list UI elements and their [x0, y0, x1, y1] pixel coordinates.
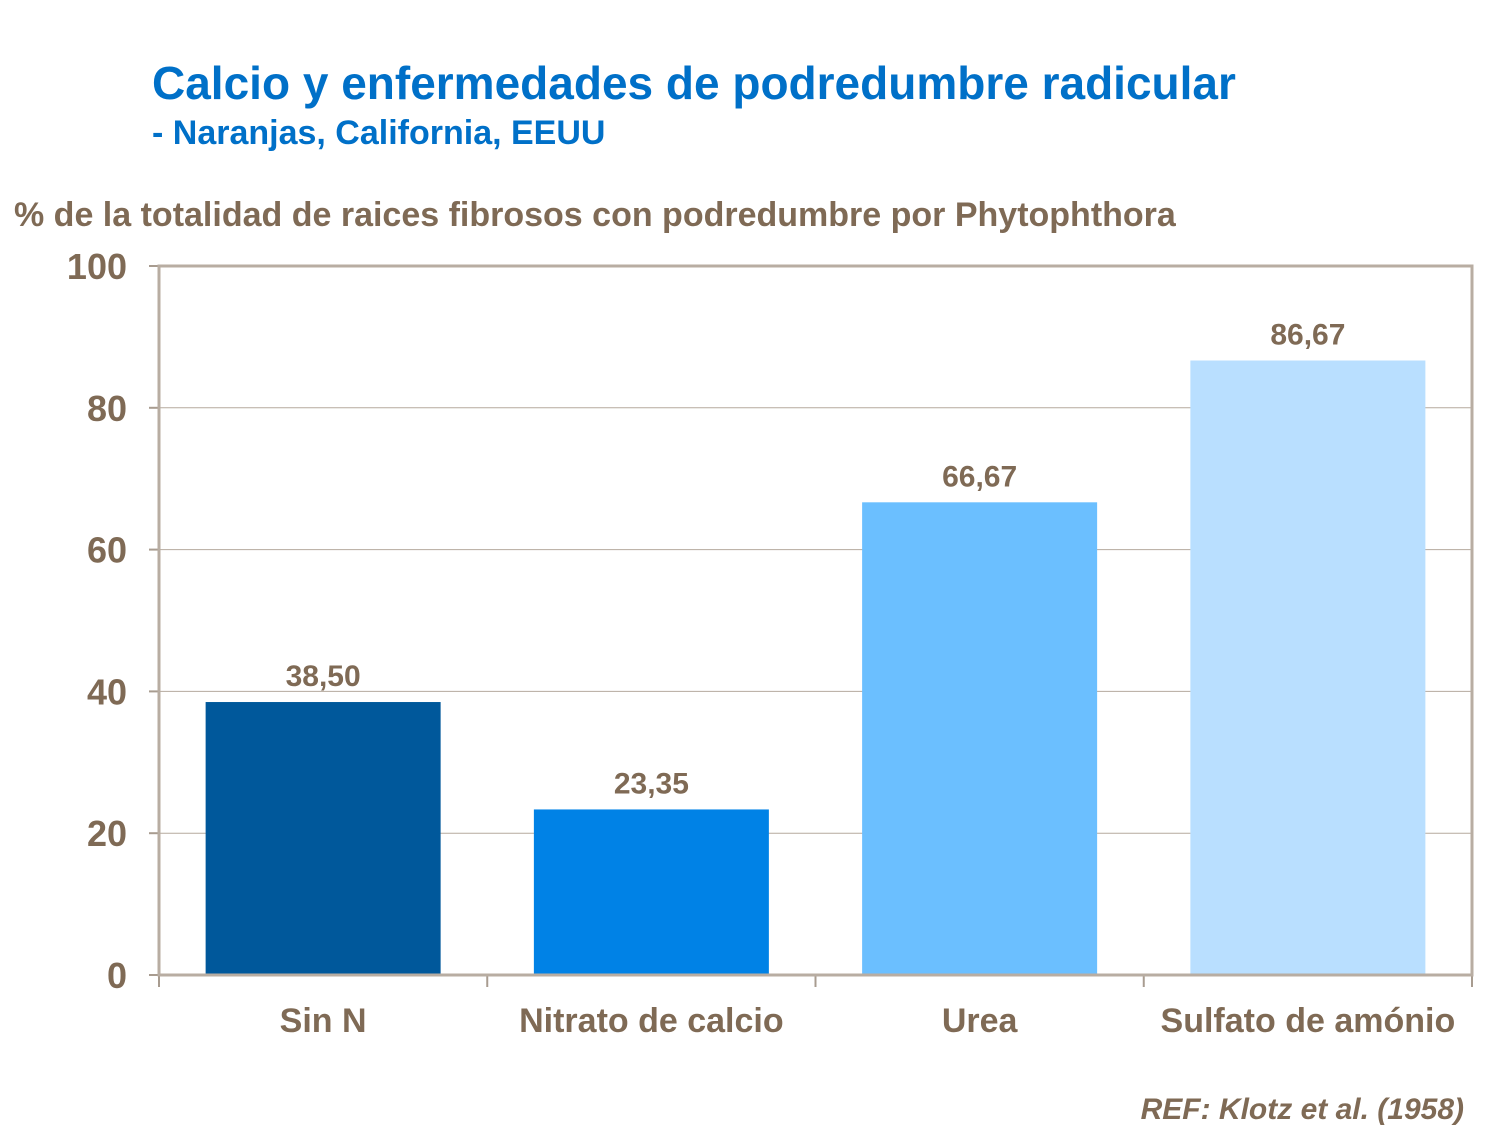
x-tick-label: Nitrato de calcio	[519, 1002, 784, 1040]
y-tick-label: 20	[87, 813, 127, 854]
x-tick-label: Sin N	[280, 1002, 367, 1040]
bar	[1190, 360, 1426, 975]
data-label: 66,67	[942, 460, 1017, 493]
data-label: 38,50	[286, 660, 361, 693]
chart-title: Calcio y enfermedades de podredumbre rad…	[152, 57, 1236, 109]
x-tick-label: Urea	[942, 1002, 1019, 1040]
bar	[533, 809, 769, 975]
bar	[862, 502, 1098, 975]
x-tick-label: Sulfato de amónio	[1161, 1002, 1456, 1040]
y-tick-label: 60	[87, 530, 127, 571]
bar	[205, 702, 441, 975]
y-axis-label: % de la totalidad de raices fibrosos con…	[14, 196, 1176, 234]
y-tick-label: 100	[67, 246, 127, 287]
chart-subtitle: - Naranjas, California, EEUU	[152, 114, 606, 152]
y-tick-label: 40	[87, 671, 127, 712]
plot-area-border	[157, 264, 1474, 977]
reference-note: REF: Klotz et al. (1958)	[1140, 1093, 1464, 1126]
y-tick-label: 0	[107, 955, 127, 996]
data-label: 23,35	[614, 767, 689, 800]
data-label: 86,67	[1270, 319, 1345, 352]
y-tick-label: 80	[87, 388, 127, 429]
